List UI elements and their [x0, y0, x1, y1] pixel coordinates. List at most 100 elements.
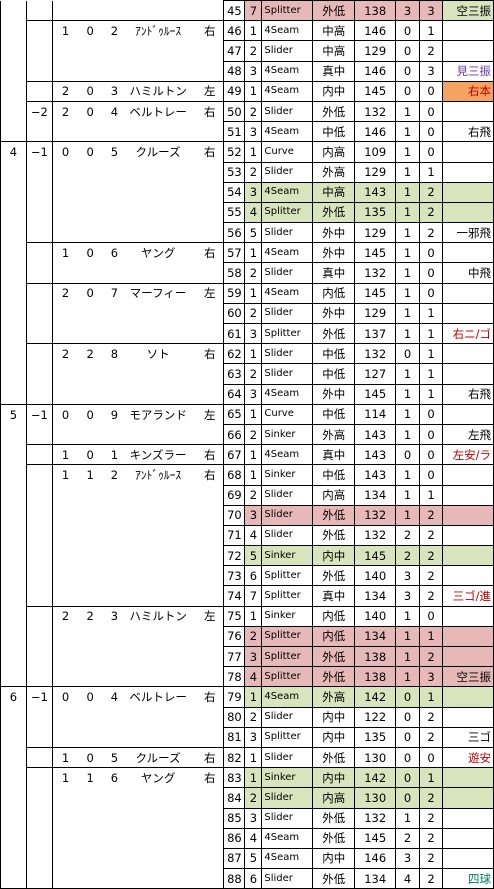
pitch-number-cell: 51 — [223, 121, 245, 142]
batter-hand-cell — [196, 586, 224, 606]
runners-cell: 0 — [78, 444, 103, 465]
score-diff-cell — [25, 505, 53, 526]
speed-cell: 143 — [354, 444, 396, 465]
table-row: 61 3 Splitter 外低 137 1 1 右ニ/ゴ — [0, 322, 494, 344]
inning-cell — [0, 384, 27, 405]
pa-pitch-count-cell: 1 — [244, 141, 262, 162]
score-diff-cell — [25, 121, 53, 142]
batting-order-cell — [102, 626, 120, 646]
outs-cell — [51, 545, 79, 566]
batter-hand-cell: 右 — [196, 242, 224, 263]
pa-pitch-count-cell: 2 — [244, 484, 262, 506]
pitch-number-cell: 86 — [223, 827, 245, 849]
batter-hand-cell — [196, 223, 224, 243]
pa-pitch-count-cell: 1 — [244, 686, 262, 708]
batting-order-cell — [102, 647, 120, 667]
strike-count-cell: 2 — [419, 807, 443, 829]
batter-name-cell: クルーズ — [120, 746, 197, 768]
pa-pitch-count-cell: 2 — [244, 161, 262, 183]
pitch-number-cell: 82 — [223, 746, 245, 768]
pitch-type-cell: 4Seam — [261, 686, 313, 708]
pa-pitch-count-cell: 1 — [244, 282, 262, 304]
inning-cell — [0, 626, 27, 647]
result-cell: 遊安 — [441, 746, 494, 768]
pitch-number-cell: 56 — [223, 222, 245, 243]
pitch-type-cell: Sinker — [261, 545, 313, 566]
pa-pitch-count-cell: 2 — [244, 262, 262, 284]
runners-cell — [78, 41, 102, 61]
score-diff-cell — [25, 363, 53, 385]
outs-cell — [51, 162, 79, 183]
batting-order-cell — [102, 122, 120, 142]
speed-cell: 146 — [354, 121, 396, 142]
result-cell — [441, 242, 494, 263]
ball-count-cell: 1 — [395, 302, 420, 324]
ball-count-cell: 2 — [395, 827, 420, 849]
strike-count-cell: 0 — [419, 746, 443, 768]
strike-count-cell: 2 — [419, 545, 443, 566]
outs-cell — [51, 505, 79, 526]
runners-cell — [78, 202, 102, 222]
ball-count-cell: 1 — [395, 161, 420, 183]
speed-cell: 145 — [354, 242, 396, 263]
runners-cell — [78, 586, 102, 606]
strike-count-cell: 2 — [419, 847, 443, 869]
batting-order-cell — [102, 586, 120, 606]
ball-count-cell: 1 — [395, 403, 420, 425]
ball-count-cell: 3 — [395, 847, 420, 869]
score-diff-cell — [25, 565, 53, 586]
table-row: 73 6 Splitter 外低 140 3 2 — [0, 565, 494, 586]
score-diff-cell — [25, 80, 53, 102]
ball-count-cell: 1 — [395, 484, 420, 506]
result-cell — [441, 807, 494, 829]
pa-pitch-count-cell: 1 — [244, 444, 262, 465]
outs-cell — [51, 565, 79, 586]
outs-cell: 2 — [51, 80, 79, 102]
pitch-type-cell: Splitter — [261, 201, 313, 223]
batting-order-cell — [102, 788, 120, 808]
pitch-type-cell: Slider — [261, 746, 313, 768]
pa-pitch-count-cell: 5 — [244, 222, 262, 243]
inning-cell — [0, 727, 27, 748]
result-cell — [441, 767, 494, 788]
table-row: 51 3 4Seam 中低 146 1 0 右飛 — [0, 121, 494, 142]
pitch-number-cell: 79 — [223, 686, 245, 708]
ball-count-cell: 1 — [395, 282, 420, 304]
batting-order-cell: 9 — [102, 403, 121, 425]
score-diff-cell — [25, 20, 53, 41]
result-cell — [441, 201, 494, 223]
batting-order-cell — [102, 808, 120, 828]
table-row: 53 2 Slider 外高 129 1 1 — [0, 161, 494, 183]
pa-pitch-count-cell: 3 — [244, 181, 262, 203]
ball-count-cell: 1 — [395, 464, 420, 485]
result-cell — [441, 100, 494, 122]
batting-order-cell — [102, 61, 120, 81]
table-row: 81 3 Splitter 内中 135 0 2 三ゴ — [0, 726, 494, 748]
table-row: 87 5 4Seam 内中 146 3 2 — [0, 847, 494, 869]
runners-cell — [78, 505, 102, 525]
batter-hand-cell: 左 — [196, 403, 224, 425]
score-diff-cell — [25, 767, 53, 788]
inning-cell — [0, 585, 27, 607]
location-cell: 中低 — [312, 121, 355, 142]
runners-cell — [78, 122, 102, 142]
batter-hand-cell — [196, 1, 224, 21]
pitch-number-cell: 75 — [223, 605, 245, 627]
outs-cell — [51, 61, 79, 82]
pitch-type-cell: Slider — [261, 868, 313, 889]
outs-cell — [51, 848, 79, 869]
location-cell: 内中 — [312, 706, 355, 728]
result-cell: 三ゴ/進 — [441, 585, 494, 607]
inning-cell — [0, 20, 27, 41]
pitch-type-cell: Slider — [261, 363, 313, 385]
score-diff-cell — [25, 61, 53, 82]
table-row: −2 2 0 4 ベルトレー右 50 2 Slider 外低 132 1 0 — [0, 100, 494, 122]
pitch-number-cell: 69 — [223, 484, 245, 506]
table-row: 84 2 Slider 内高 130 0 2 — [0, 787, 494, 808]
speed-cell: 143 — [354, 464, 396, 485]
pa-pitch-count-cell: 2 — [244, 363, 262, 385]
batter-hand-cell: 右 — [196, 767, 224, 788]
pitch-type-cell: Slider — [261, 161, 313, 183]
result-cell — [441, 787, 494, 808]
inning-cell — [0, 646, 27, 667]
